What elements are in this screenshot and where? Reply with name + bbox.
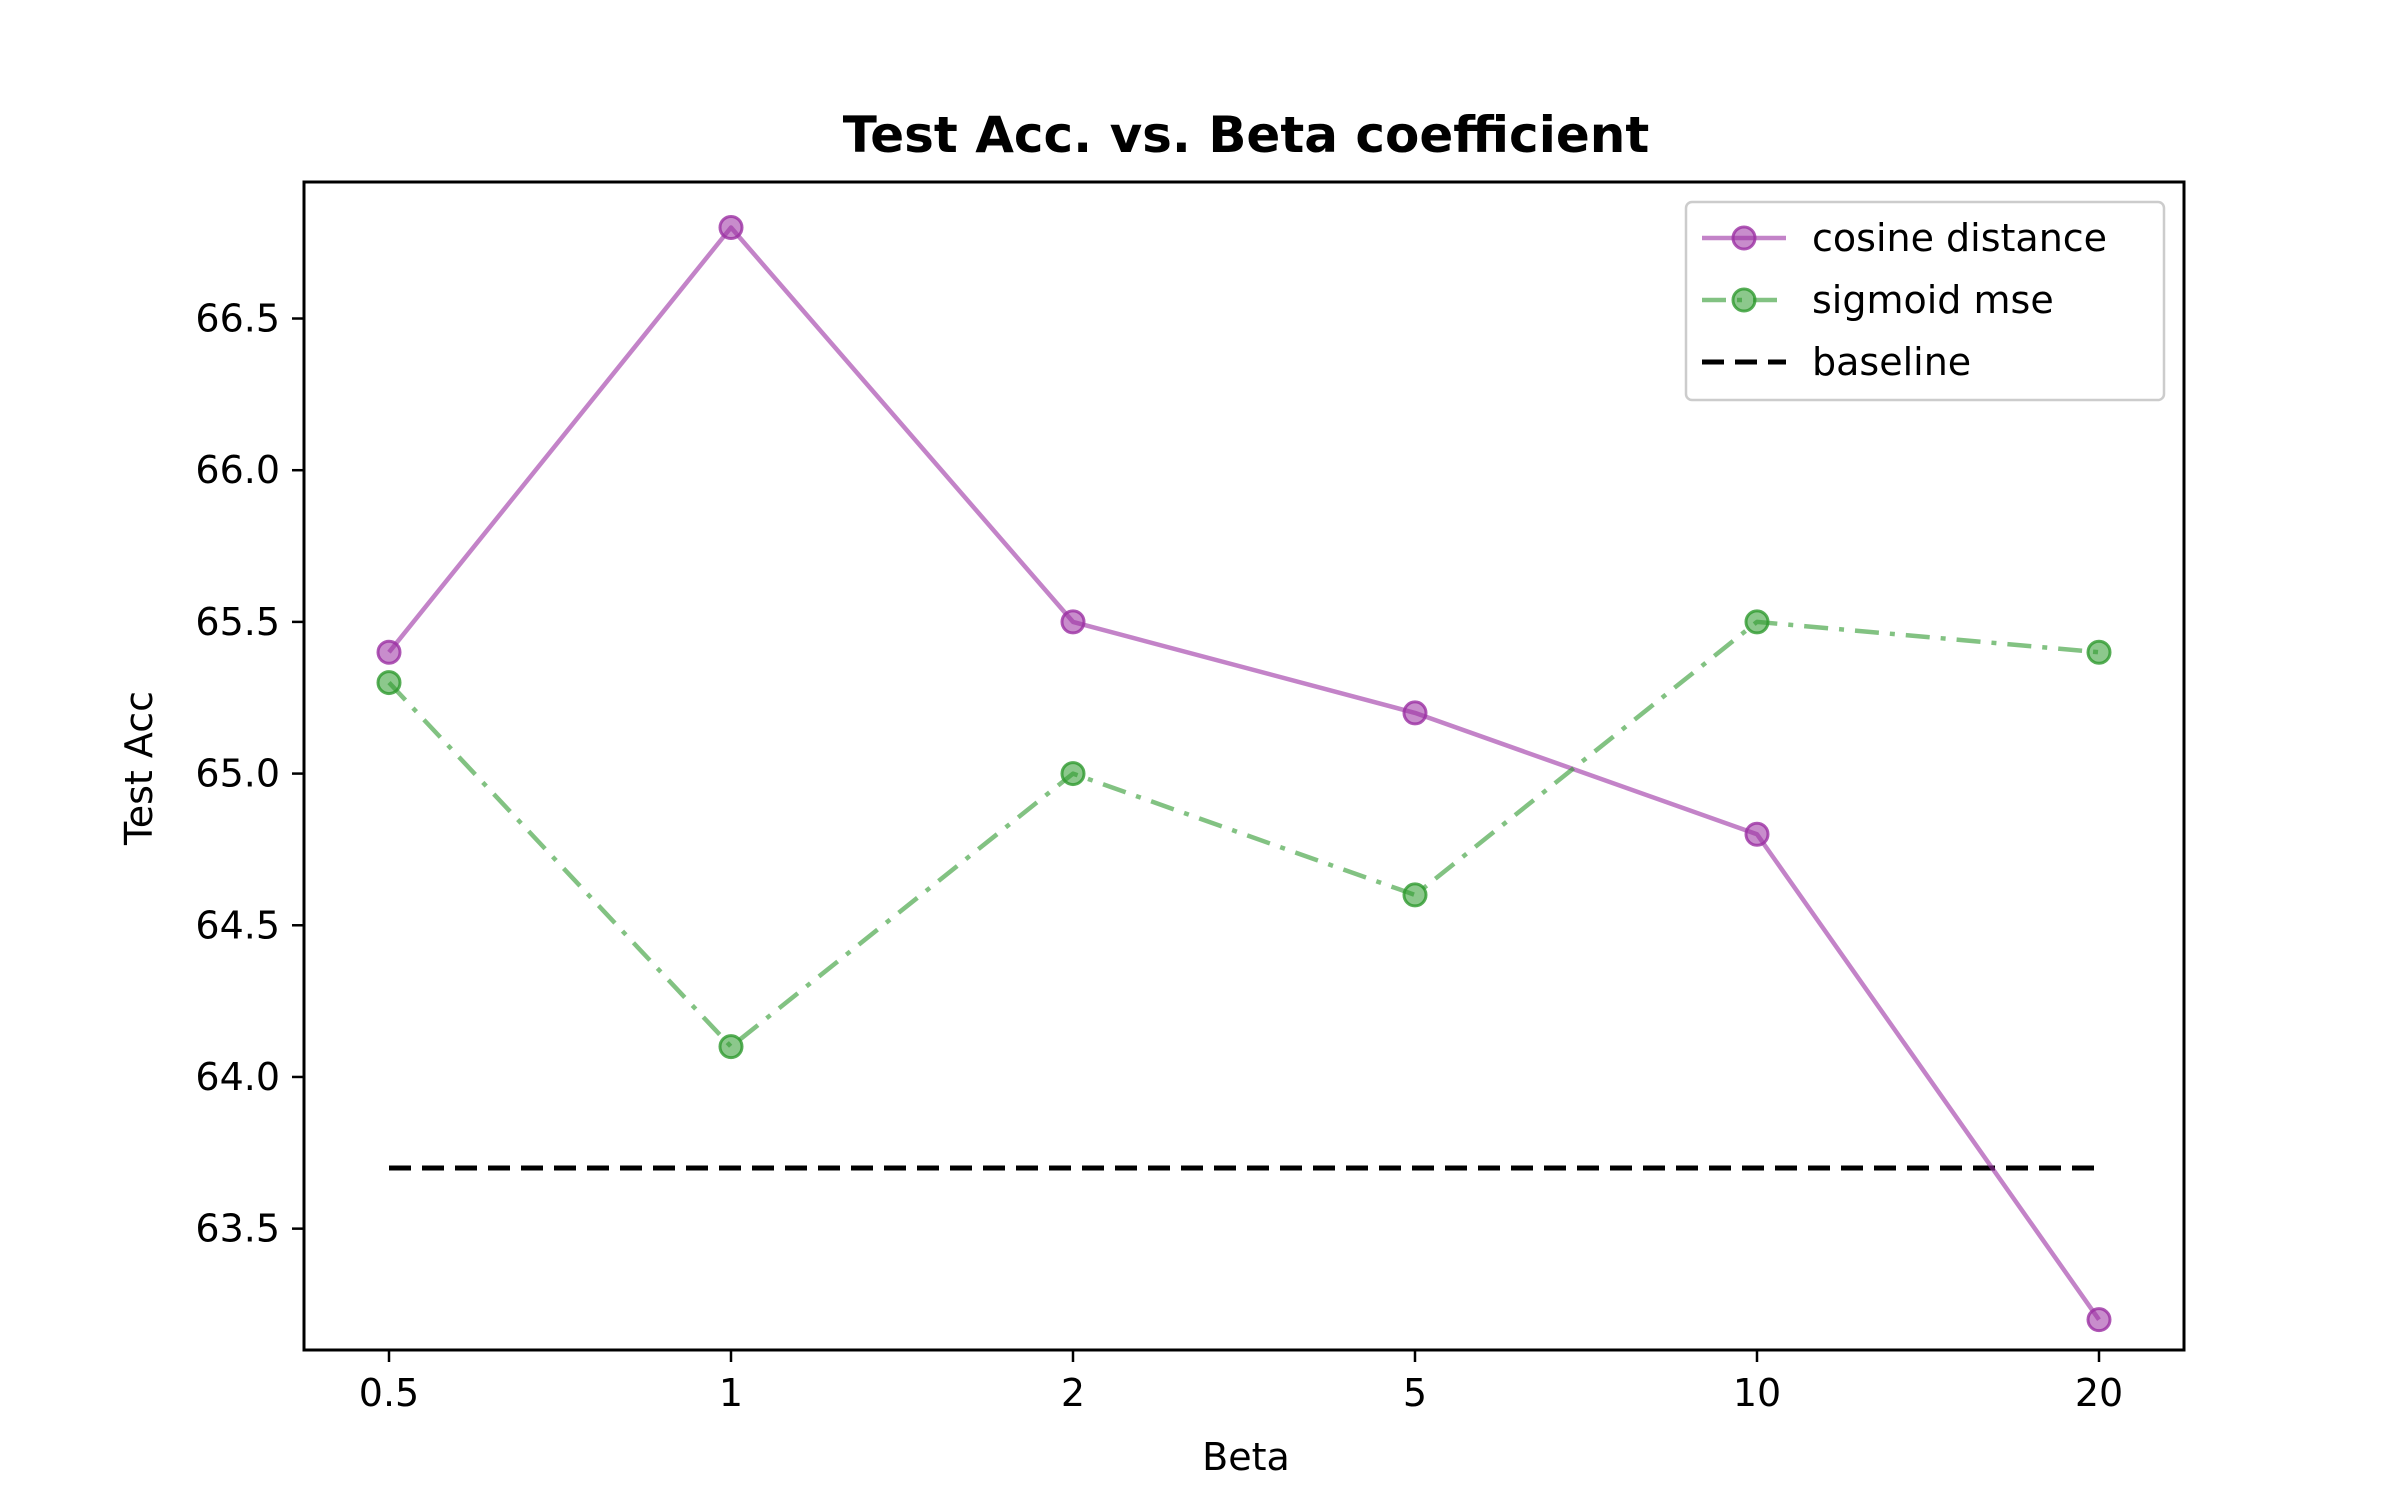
y-tick-label: 65.0 [195,752,280,796]
data-point [718,1034,744,1060]
x-tick-label: 10 [1733,1371,1781,1415]
legend-marker-1 [1731,287,1757,313]
data-point [1060,761,1086,787]
x-axis-label: Beta [1202,1435,1290,1479]
plot-area [376,215,2112,1333]
plot-frame [302,180,2186,1352]
chart-title: Test Acc. vs. Beta coefficient [843,106,1650,164]
legend-label-2: baseline [1812,340,1971,384]
data-point [376,670,402,696]
legend-label-0: cosine distance [1812,216,2107,260]
data-point [1744,821,1770,847]
x-tick-label: 0.5 [359,1371,419,1415]
data-point [2086,1307,2112,1333]
y-tick-label: 65.5 [195,600,280,644]
data-point [1402,700,1428,726]
legend: cosine distance sigmoid mse baseline [1684,200,2166,402]
y-tick-label: 66.5 [195,297,280,341]
data-point [1060,609,1086,635]
axes: 0.5 1 2 5 10 20 63.5 64.0 64.5 65.0 65.5 66.0 66.5 [195,180,2186,1415]
legend-label-1: sigmoid mse [1812,278,2054,322]
data-point [718,215,744,241]
x-tick-label: 20 [2075,1371,2123,1415]
data-point [2086,639,2112,665]
y-tick-label: 63.5 [195,1207,280,1251]
data-point [1744,609,1770,635]
data-point [376,639,402,665]
x-tick-label: 2 [1061,1371,1085,1415]
series-line-1 [387,619,2100,1049]
legend-box [1684,200,2166,402]
series-line-0 [387,225,2101,1321]
y-tick-label: 66.0 [195,448,280,492]
x-tick-label: 1 [719,1371,743,1415]
y-axis-label: Test Acc [117,691,161,846]
legend-marker-0 [1731,225,1757,251]
y-tick-label: 64.0 [195,1055,280,1099]
data-point [1402,882,1428,908]
x-tick-label: 5 [1403,1371,1427,1415]
y-tick-label: 64.5 [195,903,280,947]
